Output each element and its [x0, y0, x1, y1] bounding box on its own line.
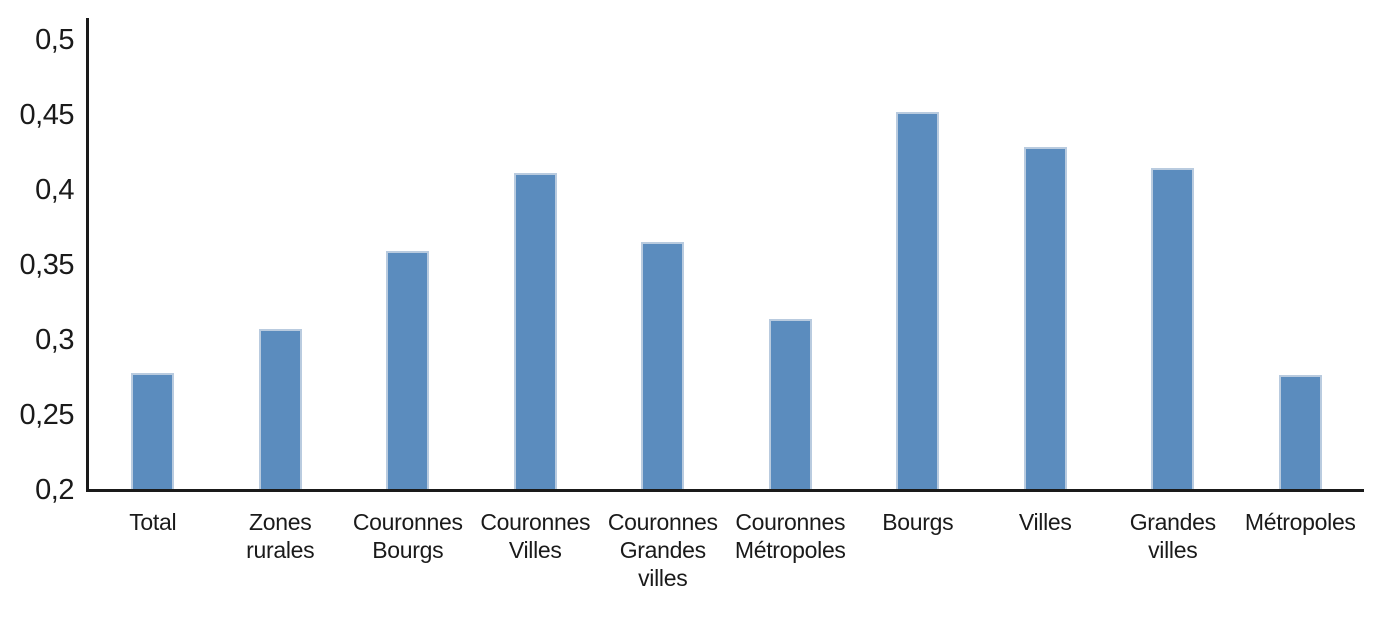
bar-0 — [131, 373, 175, 489]
x-tick-label-4: Couronnes Grandes villes — [607, 509, 718, 591]
x-tick-label-7: Villes — [1018, 509, 1072, 535]
y-tick-label-1: 0,25 — [19, 399, 75, 431]
y-tick-label-3: 0,35 — [19, 249, 75, 281]
y-axis-line — [86, 18, 89, 492]
y-axis-labels: 0,2 0,25 0,3 0,35 0,4 0,45 0,5 — [0, 24, 76, 506]
bar-slot — [599, 39, 727, 489]
y-tick-label-5: 0,45 — [19, 99, 75, 131]
x-labels-row: Total Zones rurales Couronnes Bourgs Couron… — [89, 508, 1364, 592]
x-tick-label-9: Métropoles — [1244, 509, 1356, 535]
bar-8 — [1151, 168, 1195, 489]
y-tick-label-0: 0,2 — [35, 474, 74, 506]
bar-2 — [386, 251, 430, 489]
bars-row — [89, 39, 1364, 489]
x-tick-label-2: Couronnes Bourgs — [352, 509, 463, 563]
y-tick-label-6: 0,5 — [35, 24, 74, 56]
y-tick-label-2: 0,3 — [35, 324, 74, 356]
x-tick-label-6: Bourgs — [882, 509, 954, 535]
bar-slot — [727, 39, 855, 489]
bar-slot — [1109, 39, 1237, 489]
bar-slot — [344, 39, 472, 489]
bar-slot — [982, 39, 1110, 489]
bar-3 — [513, 173, 557, 489]
bar-6 — [896, 112, 940, 489]
bar-4 — [641, 242, 685, 489]
y-tick-label-4: 0,4 — [35, 174, 74, 206]
bar-slot — [217, 39, 345, 489]
bar-slot — [854, 39, 982, 489]
bar-7 — [1023, 147, 1067, 489]
bar-1 — [258, 329, 302, 489]
x-tick-label-3: Couronnes Villes — [480, 509, 591, 563]
x-axis-line — [86, 489, 1364, 492]
x-tick-label-8: Grandes villes — [1129, 509, 1216, 563]
bar-5 — [768, 319, 812, 489]
bar-slot — [472, 39, 600, 489]
bar-9 — [1278, 375, 1322, 489]
x-tick-label-5: Couronnes Métropoles — [734, 509, 846, 563]
x-tick-label-1: Zones rurales — [246, 509, 315, 563]
bar-slot — [89, 39, 217, 489]
x-tick-label-0: Total — [129, 509, 177, 535]
bar-slot — [1237, 39, 1365, 489]
